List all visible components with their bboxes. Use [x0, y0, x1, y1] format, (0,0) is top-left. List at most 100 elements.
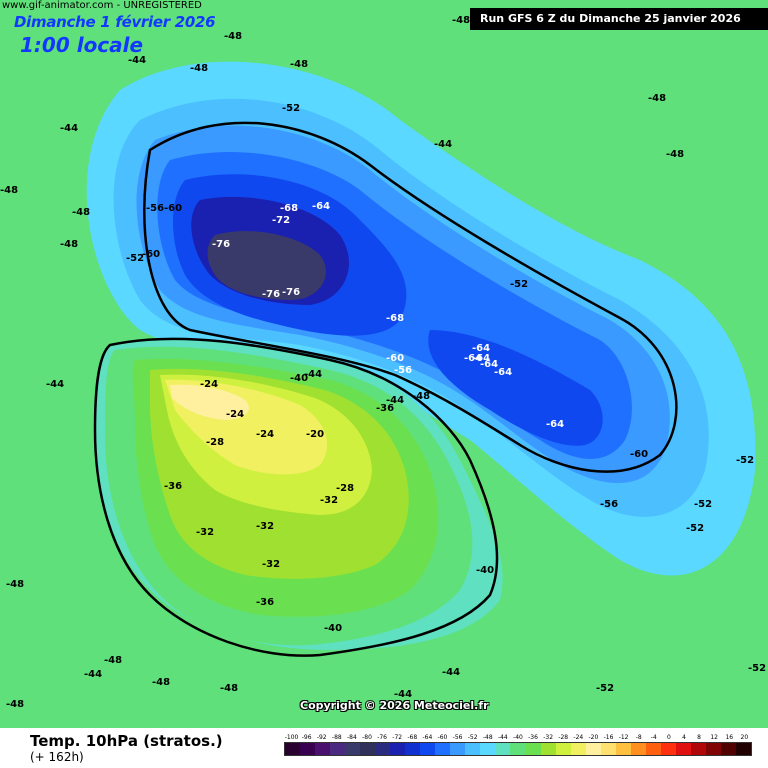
- contour-label: -68: [386, 313, 405, 324]
- contour-label: -64: [472, 353, 491, 364]
- contour-label: -60: [386, 353, 405, 364]
- contour-label: -56: [394, 365, 413, 376]
- watermark-text: www.gif-animator.com - UNREGISTERED: [2, 0, 202, 11]
- scale-label: -44: [497, 734, 508, 741]
- scale-label: 8: [697, 734, 701, 741]
- scale-swatch: [705, 743, 721, 755]
- scale-label: 12: [710, 734, 718, 741]
- contour-label: -48: [412, 391, 431, 402]
- scale-label: -72: [392, 734, 403, 741]
- contour-line-minus40: [93, 337, 499, 657]
- contour-label: -32: [262, 559, 281, 570]
- scale-swatch: [435, 743, 451, 755]
- contour-label: -64: [464, 353, 483, 364]
- contour-label: -32: [256, 521, 275, 532]
- contour-label: -28: [336, 483, 355, 494]
- scale-label: -92: [316, 734, 327, 741]
- contour-label: -32: [320, 495, 339, 506]
- scale-label: -20: [588, 734, 599, 741]
- contour-label: -48: [0, 185, 19, 196]
- scale-swatch: [690, 743, 706, 755]
- scale-label: -76: [377, 734, 388, 741]
- scale-label: -40: [513, 734, 523, 741]
- valid-time: 1:00 locale: [20, 33, 144, 57]
- scale-label: -88: [331, 734, 342, 741]
- contour-label: -64: [472, 343, 491, 354]
- scale-label: -84: [347, 734, 357, 741]
- scale-swatch: [405, 743, 421, 755]
- scale-swatch: [420, 743, 436, 755]
- contour-label: -48: [152, 677, 171, 688]
- contour-label: -52: [748, 663, 767, 674]
- contour-label: -28: [206, 437, 225, 448]
- contour-label: -64: [494, 367, 513, 378]
- map-title: Temp. 10hPa (stratos.): [30, 732, 223, 750]
- scale-swatch: [330, 743, 346, 755]
- contour-fill-minus20: [170, 384, 249, 420]
- scale-label: 0: [666, 734, 671, 741]
- scale-label: -60: [437, 734, 448, 741]
- contour-label: -64: [480, 359, 499, 370]
- contour-label: -36: [256, 597, 275, 608]
- scale-label: 4: [682, 734, 686, 741]
- contour-label: -64: [546, 419, 565, 430]
- contour-label: -48: [72, 207, 91, 218]
- color-scale: -100 -96 -92 -88 -84 -80 -76 -72 -68 -64 -60 -56 -52…: [284, 734, 752, 756]
- contour-label: -48: [6, 699, 25, 710]
- contour-label: -24: [200, 379, 219, 390]
- contour-label: -52: [694, 499, 713, 510]
- contour-label: -72: [272, 215, 291, 226]
- scale-label: -96: [301, 734, 312, 741]
- contour-label: -32: [196, 527, 215, 538]
- contour-label: -44: [434, 139, 453, 150]
- contour-label: -60: [164, 203, 183, 214]
- contour-label: -76: [262, 289, 281, 300]
- contour-label: -24: [256, 429, 275, 440]
- contour-label: -36: [164, 481, 183, 492]
- forecast-hour: (+ 162h): [30, 750, 84, 764]
- contour-label: -40: [476, 565, 495, 576]
- temperature-map: -48 -44 -48 -48 -48 -44 -48 -48 -52 -48 …: [0, 0, 768, 728]
- scale-label: -24: [573, 734, 584, 741]
- contour-label: -64: [312, 201, 331, 212]
- scale-label: -16: [603, 734, 614, 741]
- color-scale-labels: -100 -96 -92 -88 -84 -80 -76 -72 -68 -64 -60 -56 -52…: [284, 734, 752, 742]
- scale-swatch: [555, 743, 571, 755]
- contour-label: -44: [60, 123, 79, 134]
- contour-label: -48: [60, 239, 79, 250]
- copyright: Copyright © 2026 Meteociel.fr: [300, 699, 489, 712]
- contour-label: -48: [104, 655, 123, 666]
- contour-label: -52: [596, 683, 615, 694]
- scale-label: -68: [407, 734, 418, 741]
- scale-swatch: [585, 743, 601, 755]
- contour-label: -44: [442, 667, 461, 678]
- scale-swatch: [285, 743, 301, 755]
- scale-label: -32: [543, 734, 554, 741]
- contour-label: -48: [648, 93, 667, 104]
- contour-label: -44: [304, 369, 323, 380]
- scale-swatch: [375, 743, 391, 755]
- scale-swatch: [735, 743, 751, 755]
- scale-swatch: [525, 743, 541, 755]
- contour-label: -48: [290, 59, 309, 70]
- scale-label: -52: [467, 734, 478, 741]
- scale-swatch: [645, 743, 661, 755]
- contour-label: -52: [282, 103, 301, 114]
- scale-swatch: [615, 743, 631, 755]
- scale-swatch: [675, 743, 691, 755]
- scale-swatch: [630, 743, 646, 755]
- contour-label: -48: [190, 63, 209, 74]
- scale-label: -100: [284, 734, 299, 741]
- contour-label: -36: [376, 403, 395, 414]
- contour-label: -44: [386, 395, 405, 406]
- contour-label: -44: [84, 669, 103, 680]
- contour-label: -56: [600, 499, 619, 510]
- contour-label: -52: [736, 455, 755, 466]
- contour-label: -48: [6, 579, 25, 590]
- scale-label: -28: [558, 734, 569, 741]
- scale-label: -56: [452, 734, 463, 741]
- contour-label: -60: [630, 449, 649, 460]
- contour-label: -48: [666, 149, 685, 160]
- scale-label: -48: [482, 734, 493, 741]
- scale-swatch: [450, 743, 466, 755]
